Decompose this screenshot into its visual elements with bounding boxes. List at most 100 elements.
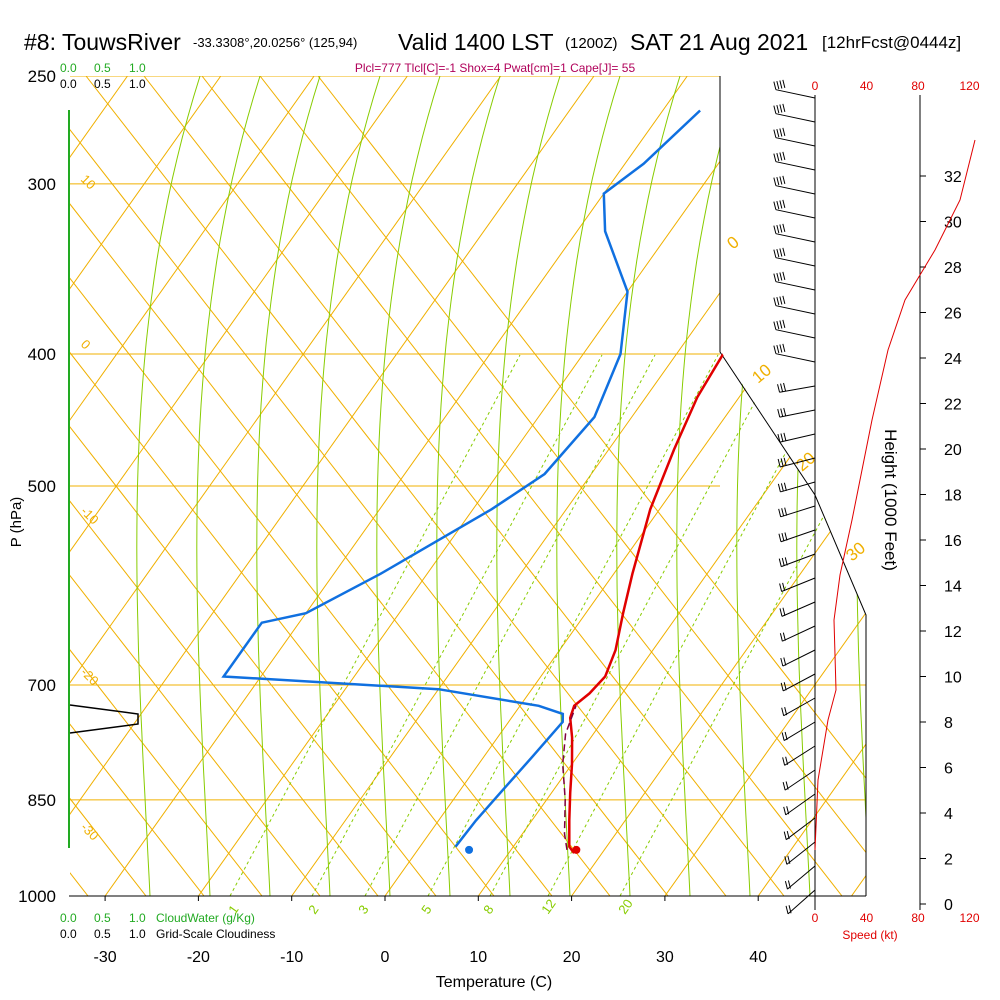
speed-tick-top: 120	[959, 79, 979, 93]
mixing-ratio-line	[489, 354, 781, 896]
height-tick-label: 16	[944, 533, 962, 550]
series-line-parcel	[561, 705, 577, 851]
dry-adiabat-line	[70, 76, 263, 896]
wind-barb-flag	[776, 176, 780, 186]
x-tick-label: 10	[469, 949, 487, 966]
wind-barb-flag	[784, 731, 788, 741]
height-tick-label: 0	[944, 897, 953, 914]
wind-barb-flag	[783, 806, 787, 816]
isotherm-line	[851, 76, 866, 896]
moist-adiabat-line	[316, 76, 381, 896]
mixing-ratio-line	[547, 354, 839, 896]
wind-barb-flag	[776, 104, 780, 114]
wind-barb	[783, 697, 816, 717]
speed-tick-bottom: 80	[911, 911, 925, 925]
height-tick-label: 22	[944, 397, 962, 414]
wind-barb-flag	[773, 81, 777, 90]
wind-barb-flag	[781, 732, 785, 741]
wind-barb-flag	[782, 319, 786, 329]
height-tick-label: 8	[944, 715, 953, 732]
cloud-top-black-0: 0.0	[60, 77, 77, 91]
wind-barb-flag	[779, 224, 783, 233]
height-tick-label: 26	[944, 306, 962, 323]
wind-barb	[775, 233, 816, 243]
wind-barb-flag	[783, 432, 787, 442]
wind-barb-flag	[784, 532, 788, 541]
wind-barb-flag	[782, 271, 786, 281]
wind-barb-flag	[782, 782, 786, 791]
speed-tick-bottom: 40	[860, 911, 874, 925]
wind-barb-flag	[780, 408, 784, 417]
wind-barb	[787, 889, 816, 915]
cloud-water-label: CloudWater (g/Kg)	[156, 911, 255, 925]
height-tick-label: 28	[944, 260, 962, 277]
height-tick-label: 4	[944, 806, 953, 823]
wind-barb	[784, 769, 816, 791]
wind-barb-flag	[783, 831, 787, 840]
x-tick-label: 20	[563, 949, 581, 966]
wind-barb-flag	[779, 80, 783, 89]
isotherm-line	[477, 76, 866, 896]
isotherm-label: 0	[78, 337, 94, 353]
wind-barb-flag	[787, 855, 791, 864]
dry-adiabat-line	[85, 76, 727, 896]
wind-barb-flag	[784, 881, 788, 890]
wind-barb-flag	[773, 249, 777, 258]
wind-barb-flag	[773, 153, 777, 162]
wind-barb-flag	[779, 152, 783, 161]
mixing-ratio-label: 3	[355, 902, 371, 917]
height-tick-label: 2	[944, 852, 953, 869]
wind-barb-flag	[784, 707, 788, 716]
height-tick-label: 20	[944, 442, 962, 459]
wind-barb-flag	[783, 407, 787, 417]
wind-barb	[785, 793, 816, 816]
valid-date: SAT 21 Aug 2021	[630, 29, 808, 55]
cloudiness-profile	[69, 704, 139, 734]
x-tick-label: -10	[280, 949, 303, 966]
y-tick-label: 400	[28, 345, 56, 364]
wind-barb-flag	[782, 199, 786, 209]
wind-barb-flag	[779, 583, 783, 592]
wind-barb-flag	[779, 104, 783, 113]
wind-barb-flag	[783, 657, 787, 666]
theta-label: 0	[723, 232, 742, 253]
mixing-ratio-label: 12	[538, 896, 559, 916]
isotherm-line	[197, 76, 782, 896]
isotherm-line	[70, 76, 502, 896]
wind-barb-flag	[776, 320, 780, 330]
wind-barb-flag	[779, 296, 783, 305]
wind-barb	[775, 281, 816, 291]
wind-barb	[783, 721, 816, 741]
wind-barb-flag	[781, 557, 785, 567]
isotherm-line	[70, 76, 315, 896]
wind-barb-flag	[782, 582, 786, 592]
site-title: #8: TouwsRiver	[24, 29, 181, 55]
cloud-bottom-black-1: 0.5	[94, 927, 111, 941]
wind-barb	[775, 353, 816, 363]
wind-barb-flag	[781, 508, 785, 517]
wind-barb-flag	[787, 880, 791, 889]
dry-adiabat-line	[70, 76, 669, 896]
wind-barb-flag	[776, 80, 780, 90]
cloud-bottom-black-0: 0.0	[60, 927, 77, 941]
y-axis-title: P (hPa)	[8, 497, 25, 548]
wind-barb-flag	[779, 176, 783, 185]
cloud-bottom-green-1: 0.5	[94, 911, 111, 925]
wind-barb-flag	[782, 151, 786, 161]
wind-barb-flag	[779, 200, 783, 209]
y-tick-label: 250	[28, 67, 56, 86]
wind-barb-flag	[773, 201, 777, 210]
wind-barb-flag	[782, 757, 786, 766]
wind-barb-flag	[776, 272, 780, 282]
isotherm-line	[757, 76, 866, 896]
wind-barb	[775, 89, 816, 99]
wind-barb	[775, 209, 816, 219]
mixing-ratio-label: 20	[615, 896, 636, 916]
site-coords: -33.3308°,20.0256° (125,94)	[193, 35, 357, 50]
wind-barb-flag	[777, 483, 781, 493]
plot-frame-right	[719, 76, 867, 896]
wind-barb	[781, 577, 816, 592]
wind-barb-flag	[780, 657, 784, 667]
speed-tick-top: 40	[860, 79, 874, 93]
